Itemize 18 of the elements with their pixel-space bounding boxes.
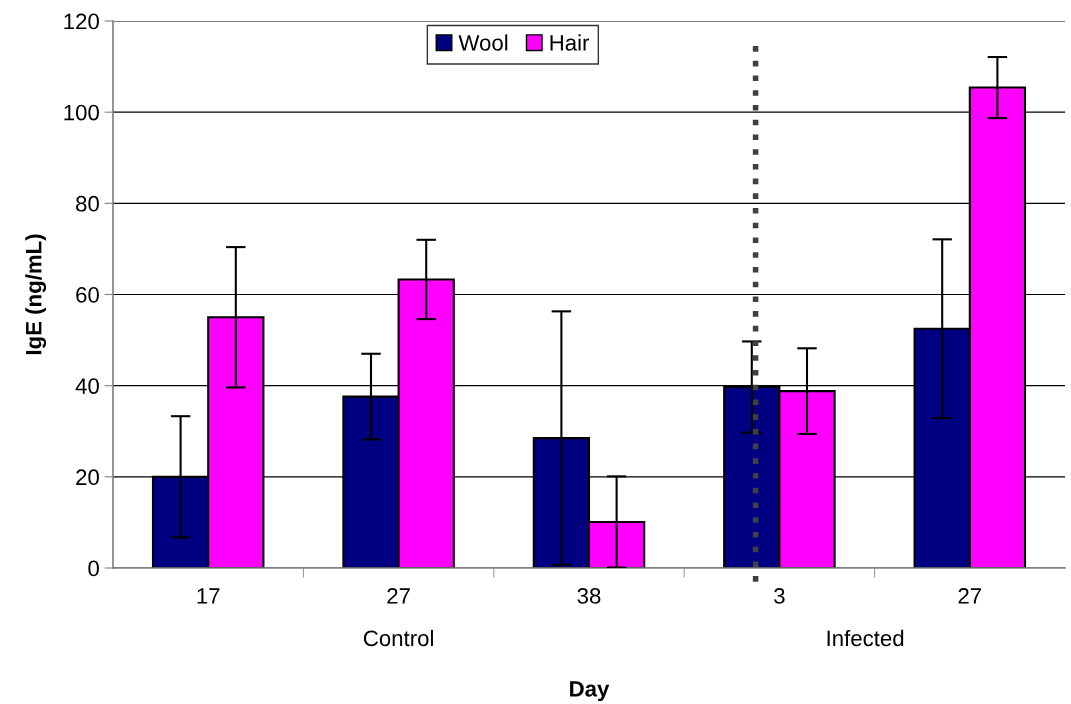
x-tick-label: 17 bbox=[197, 588, 220, 604]
x-tick-label: 3 bbox=[774, 588, 785, 604]
x-tick-label: 38 bbox=[577, 588, 601, 604]
y-tick-label: 120 bbox=[64, 13, 99, 30]
x-tick-label: 27 bbox=[387, 588, 410, 604]
legend-label: Hair bbox=[550, 34, 590, 51]
legend-label: Wool bbox=[458, 34, 508, 51]
y-tick-label: 80 bbox=[76, 195, 99, 212]
x-axis-title: Day bbox=[570, 681, 610, 702]
y-tick-label: 20 bbox=[76, 469, 99, 486]
y-tick-label: 100 bbox=[64, 104, 99, 121]
y-tick-label: 0 bbox=[88, 560, 99, 577]
y-tick-label: 40 bbox=[75, 378, 99, 394]
y-axis-title: IgE (ng/mL) bbox=[25, 234, 47, 355]
text: Control bbox=[363, 629, 433, 647]
x-tick-label: 27 bbox=[958, 588, 982, 604]
y-tick-label: 60 bbox=[76, 287, 99, 303]
text: Infected bbox=[827, 629, 904, 647]
